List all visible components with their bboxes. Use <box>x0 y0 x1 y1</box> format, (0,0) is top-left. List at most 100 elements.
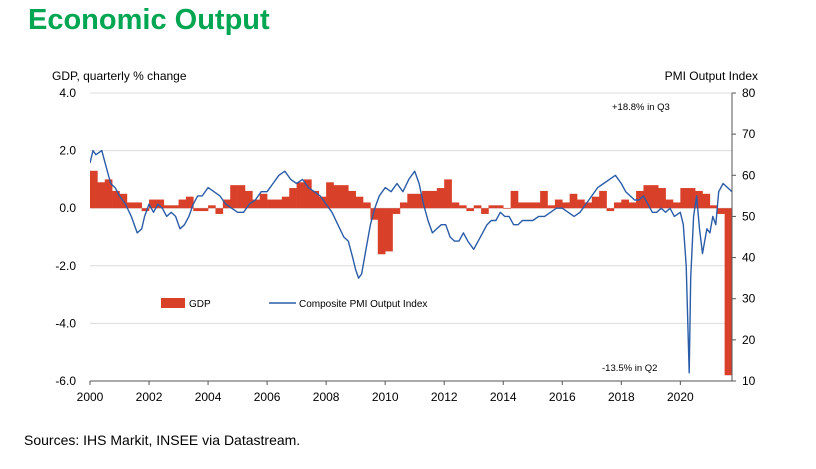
gdp-bar <box>281 196 290 209</box>
left-tick-label: 2.0 <box>59 144 76 158</box>
gdp-bar <box>215 208 224 214</box>
gdp-bar <box>156 199 165 209</box>
gdp-bar <box>754 179 762 208</box>
gdp-bar <box>503 208 511 209</box>
gdp-bar <box>163 205 172 209</box>
gdp-bar <box>149 199 157 209</box>
gdp-bar <box>495 205 504 209</box>
gdp-bar <box>141 208 150 212</box>
axes <box>90 93 733 382</box>
gdp-bar <box>577 199 585 209</box>
legend-gdp-label: GDP <box>189 299 211 310</box>
gdp-bar <box>510 190 519 209</box>
gdp-bar <box>90 170 98 209</box>
x-tick-label: 2000 <box>77 390 104 404</box>
gdp-bar <box>613 202 622 209</box>
right-tick-label: 30 <box>742 292 756 306</box>
gdp-bar <box>178 199 187 209</box>
gdp-bar <box>658 188 666 209</box>
gdp-bar <box>732 93 740 208</box>
gdp-bar <box>348 190 356 209</box>
gdp-bar <box>717 208 725 214</box>
gdp-bar <box>695 190 703 209</box>
source-note: Sources: IHS Markit, INSEE via Datastrea… <box>24 432 301 448</box>
left-tick-label: 0.0 <box>59 201 76 215</box>
gdp-bar <box>451 202 460 209</box>
right-tick-label: 50 <box>742 209 756 223</box>
gdp-bar <box>606 208 615 212</box>
gdp-bar <box>422 190 430 209</box>
gdp-bar <box>333 185 342 209</box>
gdp-bar <box>326 182 334 209</box>
gdp-bar <box>584 202 593 209</box>
right-tick-label: 80 <box>742 86 756 100</box>
gdp-bar <box>104 179 113 209</box>
right-axis-title: PMI Output Index <box>665 69 758 83</box>
gdp-bars <box>90 93 770 376</box>
gdp-bar <box>377 208 386 255</box>
gdp-bar <box>488 205 497 209</box>
legend-gdp-swatch <box>161 298 185 308</box>
gdp-bar <box>444 179 452 209</box>
x-tick-label: 2002 <box>136 390 163 404</box>
gdp-bar <box>267 199 275 209</box>
gdp-bar <box>296 182 305 209</box>
gdp-bar <box>407 193 415 209</box>
gdp-bar <box>274 199 283 209</box>
gdp-bar <box>200 208 209 212</box>
x-tick-label: 2004 <box>195 390 222 404</box>
gdp-bar <box>599 190 607 209</box>
gdp-bar <box>429 190 438 209</box>
left-tick-label: 4.0 <box>59 86 76 100</box>
x-axis-ticks: 2000 2002 2004 2006 2008 2010 2012 2014 2016 2018… <box>77 381 694 404</box>
gdp-bar <box>724 208 732 376</box>
gdp-bar <box>244 190 253 209</box>
gdp-bar <box>97 182 106 209</box>
gridlines <box>90 92 732 382</box>
gdp-bar <box>259 193 268 209</box>
gdp-bar <box>185 196 194 209</box>
annotation-q2: -13.5% in Q2 <box>602 363 657 374</box>
gdp-bar <box>621 199 629 209</box>
gdp-bar <box>525 202 534 209</box>
gdp-bar <box>562 202 570 209</box>
gdp-bar <box>762 200 770 209</box>
x-tick-label: 2010 <box>372 390 399 404</box>
left-tick-label: -4.0 <box>55 316 76 330</box>
gdp-bar <box>532 202 541 209</box>
right-tick-label: 20 <box>742 333 756 347</box>
gdp-bar <box>230 185 238 209</box>
gdp-bar <box>237 185 246 209</box>
gdp-bar <box>370 208 379 220</box>
gdp-bar <box>547 205 556 209</box>
right-axis-ticks: 80 70 60 50 40 30 20 10 <box>732 86 756 388</box>
x-tick-label: 2016 <box>549 390 576 404</box>
gdp-bar <box>208 205 216 209</box>
legend: GDP Composite PMI Output Index <box>161 298 427 310</box>
gdp-bar <box>518 202 526 209</box>
gdp-bar <box>687 188 696 209</box>
gdp-bar <box>709 205 718 209</box>
right-tick-label: 40 <box>742 251 756 265</box>
gdp-bar <box>458 205 467 209</box>
right-tick-label: 60 <box>742 168 756 182</box>
gdp-bar <box>134 202 142 209</box>
gdp-bar <box>414 193 423 209</box>
gdp-bar <box>466 208 475 212</box>
gdp-bar <box>289 188 297 209</box>
gdp-bar <box>340 185 349 209</box>
gdp-bar <box>392 208 401 214</box>
x-tick-label: 2020 <box>667 390 694 404</box>
gdp-bar <box>650 185 659 209</box>
page-title: Economic Output <box>28 4 270 36</box>
legend-pmi-label: Composite PMI Output Index <box>299 299 427 310</box>
right-tick-label: 10 <box>742 374 756 388</box>
gdp-bar <box>672 202 681 209</box>
gdp-bar <box>665 199 674 209</box>
gdp-bar <box>112 190 120 209</box>
gdp-bar <box>193 208 201 212</box>
gdp-bar <box>591 196 600 209</box>
gdp-bar <box>126 202 135 209</box>
gdp-bar <box>481 208 489 214</box>
